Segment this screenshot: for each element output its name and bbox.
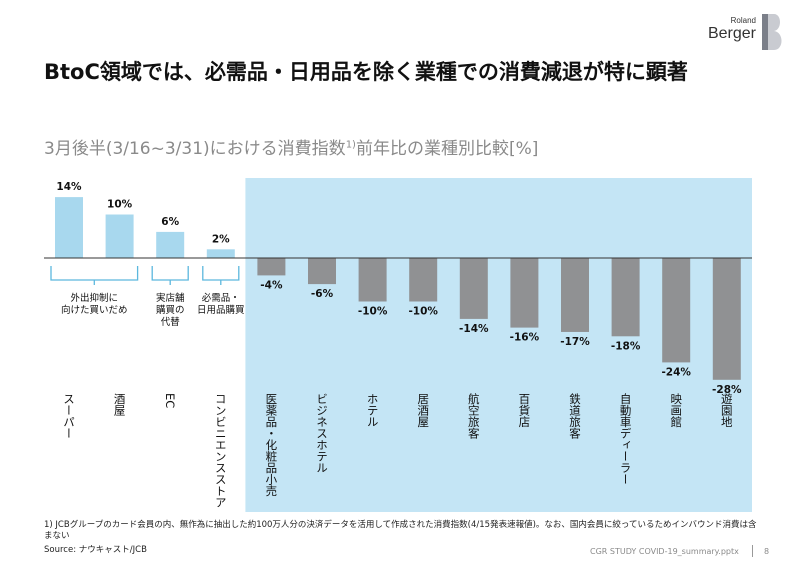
category-label-3: EC [163,393,177,408]
bar-8 [409,258,438,302]
category-label-10: 百貨店 [517,393,531,428]
footer-document-name: CGR STUDY COVID-19_summary.pptx [590,547,739,556]
category-label-11: 鉄道旅客 [568,392,582,440]
data-label-14: -28% [712,384,742,396]
footer-divider [752,545,753,557]
group-bracket-3 [202,266,240,285]
bar-4 [206,249,235,258]
bar-12 [611,258,640,337]
data-label-6: -6% [311,288,334,300]
category-label-12: 自動車ディーラー [619,393,633,485]
page-title: BtoC領域では、必需品・日用品を除く業種での消費減退が特に顕著 [44,60,688,84]
data-label-5: -4% [260,279,283,291]
data-label-4: 2% [212,233,230,245]
group-label-1-line-1: 外出抑制に [71,292,119,304]
data-label-13: -24% [661,366,691,378]
group-label-2-line-2: 購買の [156,304,185,316]
bar-13 [662,258,691,363]
category-label-1: スーパー [62,393,76,439]
bar-6 [308,258,336,285]
data-label-11: -17% [560,336,590,348]
chart-subtitle: 3月後半(3/16~3/31)における消費指数1)前年比の業種別比較[%] [44,134,538,159]
group-label-3-line-2: 日用品購買 [197,304,245,316]
data-label-10: -16% [510,332,540,344]
bar-7 [358,258,387,302]
data-label-8: -10% [408,306,438,318]
footnote: 1) JCBグループのカード会員の内、無作為に抽出した約100万人分の決済データ… [44,520,757,541]
group-label-1-line-2: 向けた買いだめ [61,304,128,316]
subtitle-footnote-mark: 1) [345,139,356,151]
category-label-5: 医薬品・化粧品小売 [264,393,278,497]
group-bracket-2 [151,266,189,285]
category-label-7: ホテル [366,393,380,428]
bar-11 [561,258,589,332]
source-note: Source: ナウキャスト/JCB [44,545,147,555]
bar-2 [105,214,134,258]
category-label-2: 酒屋 [113,393,127,417]
group-label-2-line-3: 代替 [161,316,181,328]
bar-5 [257,258,286,276]
logo-text-big: Berger [707,25,756,42]
data-label-2: 10% [107,199,133,211]
bar-14 [712,258,741,380]
category-label-8: 居酒屋 [416,393,430,428]
group-bracket-1 [50,266,139,285]
data-label-7: -10% [358,306,388,318]
roland-berger-logo: Roland Berger [702,12,792,52]
bar-3 [156,231,185,258]
data-label-3: 6% [161,216,179,228]
data-label-1: 14% [56,181,82,193]
footer-page-number: 8 [764,547,770,556]
category-label-9: 航空旅客 [467,392,481,440]
data-label-9: -14% [459,323,489,335]
group-label-3-line-1: 必需品・ [202,292,240,304]
logo-b-mark-icon [762,14,782,50]
logo-text-small: Roland [730,16,756,25]
subtitle-rest: 前年比の業種別比較[%] [355,139,539,159]
subtitle-main: 3月後半(3/16~3/31)における消費指数 [44,139,346,159]
category-label-13: 映画館 [669,393,683,428]
category-label-6: ビジネスホテル [315,393,329,474]
data-label-12: -18% [611,340,641,352]
category-label-14: 遊園地 [720,392,734,427]
bar-10 [510,258,539,328]
category-label-4: コンビニエンスストア [214,393,228,508]
group-label-2-line-1: 実店舗 [156,292,185,304]
bar-9 [459,258,488,319]
bar-1 [55,197,83,258]
